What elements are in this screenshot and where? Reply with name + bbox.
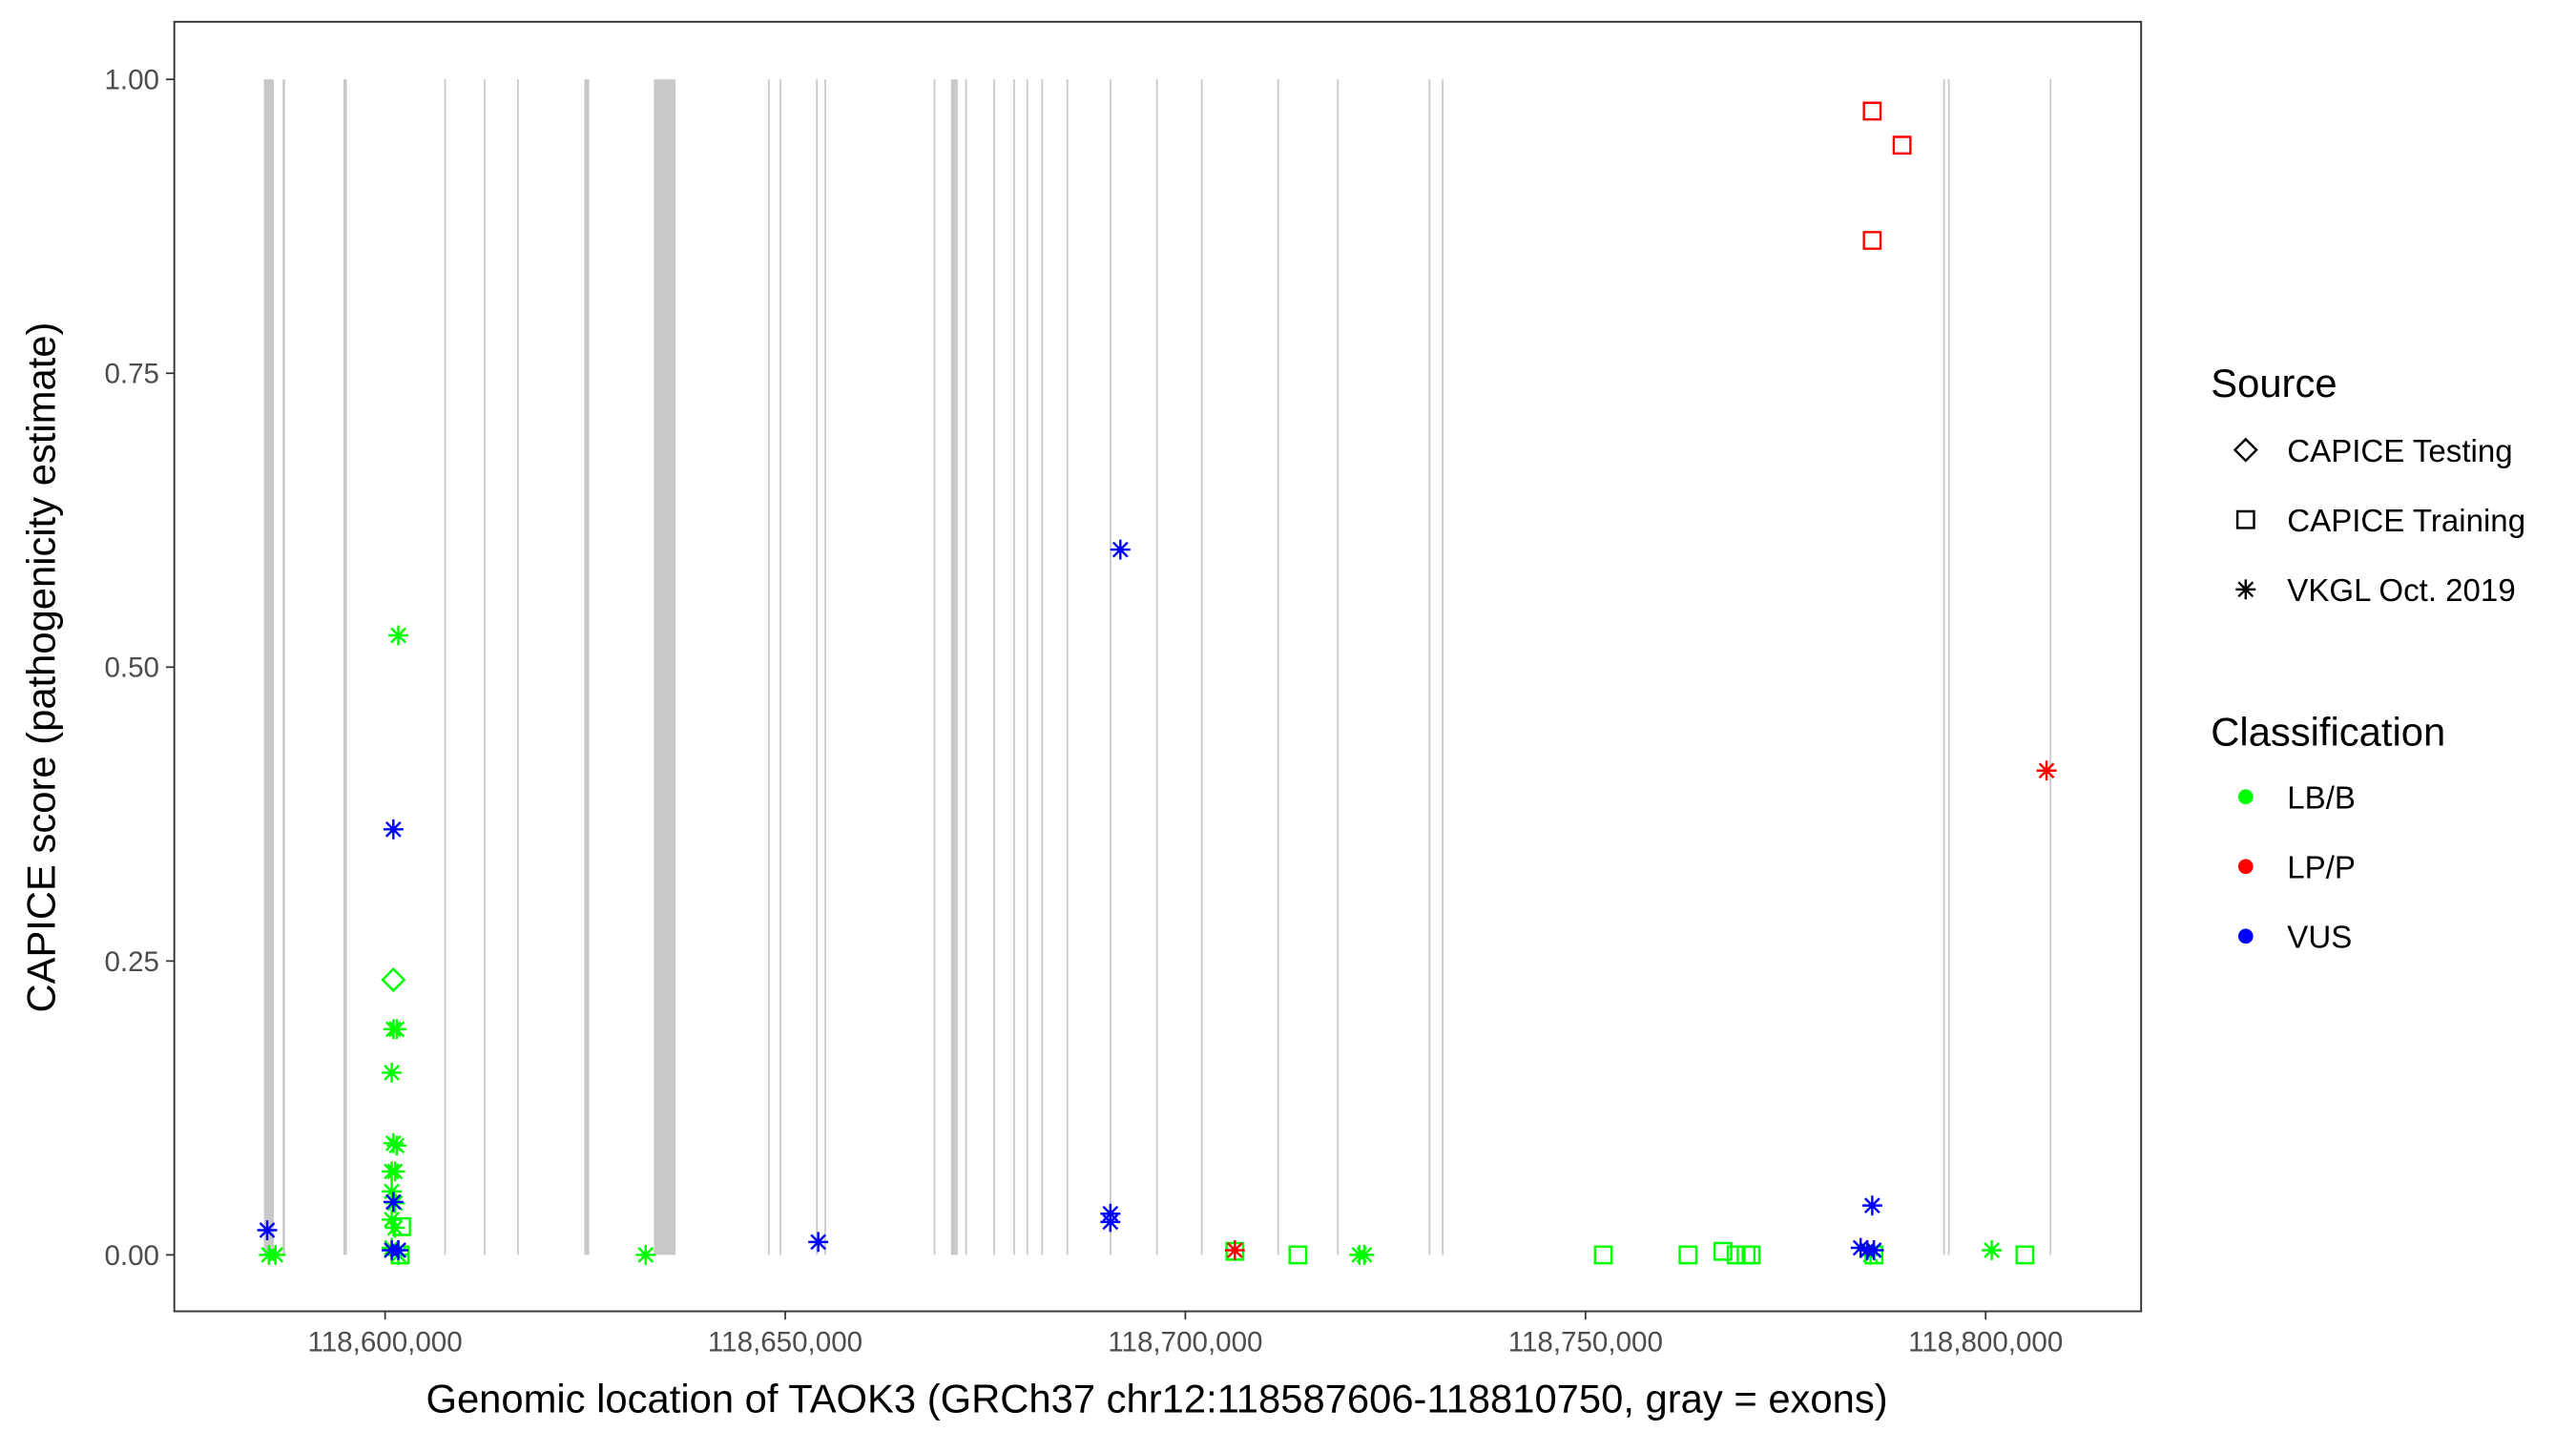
data-point [1593, 1245, 1613, 1265]
exon-band [933, 79, 936, 1255]
data-point [1861, 1195, 1882, 1216]
panel-border [173, 20, 2143, 1313]
legend-label: VUS [2287, 921, 2352, 956]
x-tick-label: 118,800,000 [1908, 1326, 2063, 1358]
exon-band [950, 79, 958, 1255]
data-point [1892, 135, 1912, 156]
legend-label: CAPICE Training [2287, 504, 2525, 539]
x-tick-label: 118,650,000 [708, 1326, 862, 1358]
exon-band [1337, 79, 1340, 1255]
data-point [1354, 1244, 1375, 1265]
data-point [1224, 1240, 1245, 1260]
y-tick-label: 0.75 [104, 359, 159, 390]
legend-symbol [2235, 509, 2255, 529]
exon-band [1942, 79, 1945, 1255]
data-point [257, 1220, 278, 1240]
legend-symbol [2237, 928, 2254, 944]
data-point [2036, 760, 2057, 781]
exon-band [444, 79, 447, 1255]
data-point [383, 819, 404, 840]
exon-band [1066, 79, 1069, 1255]
exon-band [816, 79, 819, 1255]
exon-band [584, 79, 590, 1255]
data-point [388, 1240, 408, 1260]
exon-band [1026, 79, 1028, 1255]
exon-band [779, 79, 781, 1255]
data-point [1863, 1240, 1884, 1260]
data-point [1100, 1212, 1121, 1233]
exon-band [282, 79, 285, 1255]
data-point [808, 1232, 829, 1253]
exon-band [484, 79, 486, 1255]
exon-band [1155, 79, 1158, 1255]
y-tick-label: 1.00 [104, 65, 159, 96]
data-point [1288, 1245, 1308, 1265]
data-point [1862, 231, 1882, 250]
x-axis-title: Genomic location of TAOK3 (GRCh37 chr12:… [426, 1377, 1887, 1421]
data-point [381, 967, 406, 993]
legend-label: VKGL Oct. 2019 [2287, 573, 2515, 609]
y-tick-label: 0.00 [104, 1240, 159, 1272]
legend-label: CAPICE Testing [2287, 434, 2512, 469]
legend-label: LP/P [2287, 850, 2356, 885]
x-tick-label: 118,750,000 [1508, 1326, 1663, 1358]
exon-band [654, 79, 676, 1255]
legend-symbol [2237, 859, 2254, 875]
data-point [384, 1161, 405, 1182]
legend-title: Classification [2211, 709, 2445, 754]
exon-band [1277, 79, 1279, 1255]
exon-band [1041, 79, 1044, 1255]
exon-band [1442, 79, 1444, 1255]
y-tick-label: 0.25 [104, 946, 159, 978]
legend-symbol [2235, 579, 2256, 600]
exon-band [1428, 79, 1431, 1255]
legend-label: LB/B [2287, 780, 2356, 816]
exon-band [965, 79, 967, 1255]
exon-band [993, 79, 995, 1255]
data-point [635, 1244, 656, 1265]
data-point [382, 1062, 403, 1083]
legend-symbol [2237, 789, 2254, 805]
data-point [1678, 1245, 1698, 1265]
y-tick-label: 0.50 [104, 653, 159, 684]
exon-band [343, 79, 347, 1255]
data-point [265, 1244, 286, 1265]
data-point [383, 1192, 404, 1213]
data-point [1982, 1240, 2003, 1260]
data-point [382, 1209, 403, 1230]
exon-band [1013, 79, 1015, 1255]
data-point [1850, 1237, 1871, 1258]
data-point [386, 1019, 407, 1040]
exon-band [2049, 79, 2052, 1255]
data-point [1225, 1241, 1245, 1261]
data-point [386, 1135, 407, 1156]
data-point [1862, 101, 1882, 121]
exon-band [263, 79, 275, 1255]
exon-band [824, 79, 826, 1255]
x-tick-label: 118,700,000 [1108, 1326, 1262, 1358]
data-point [1713, 1241, 1733, 1261]
data-point [384, 1217, 405, 1238]
exon-band [517, 79, 519, 1255]
exon-band [767, 79, 770, 1255]
data-point [1741, 1245, 1761, 1265]
y-axis-title: CAPICE score (pathogenicity estimate) [18, 322, 63, 1013]
data-point [388, 625, 408, 646]
exon-band [1947, 79, 1950, 1255]
exon-band [1110, 79, 1111, 1255]
x-tick-label: 118,600,000 [307, 1326, 462, 1358]
legend-symbol [2233, 437, 2258, 463]
data-point [1110, 539, 1131, 560]
legend-title: Source [2211, 361, 2337, 405]
data-point [2015, 1245, 2035, 1265]
data-point [382, 1181, 403, 1202]
exon-band [1200, 79, 1203, 1255]
